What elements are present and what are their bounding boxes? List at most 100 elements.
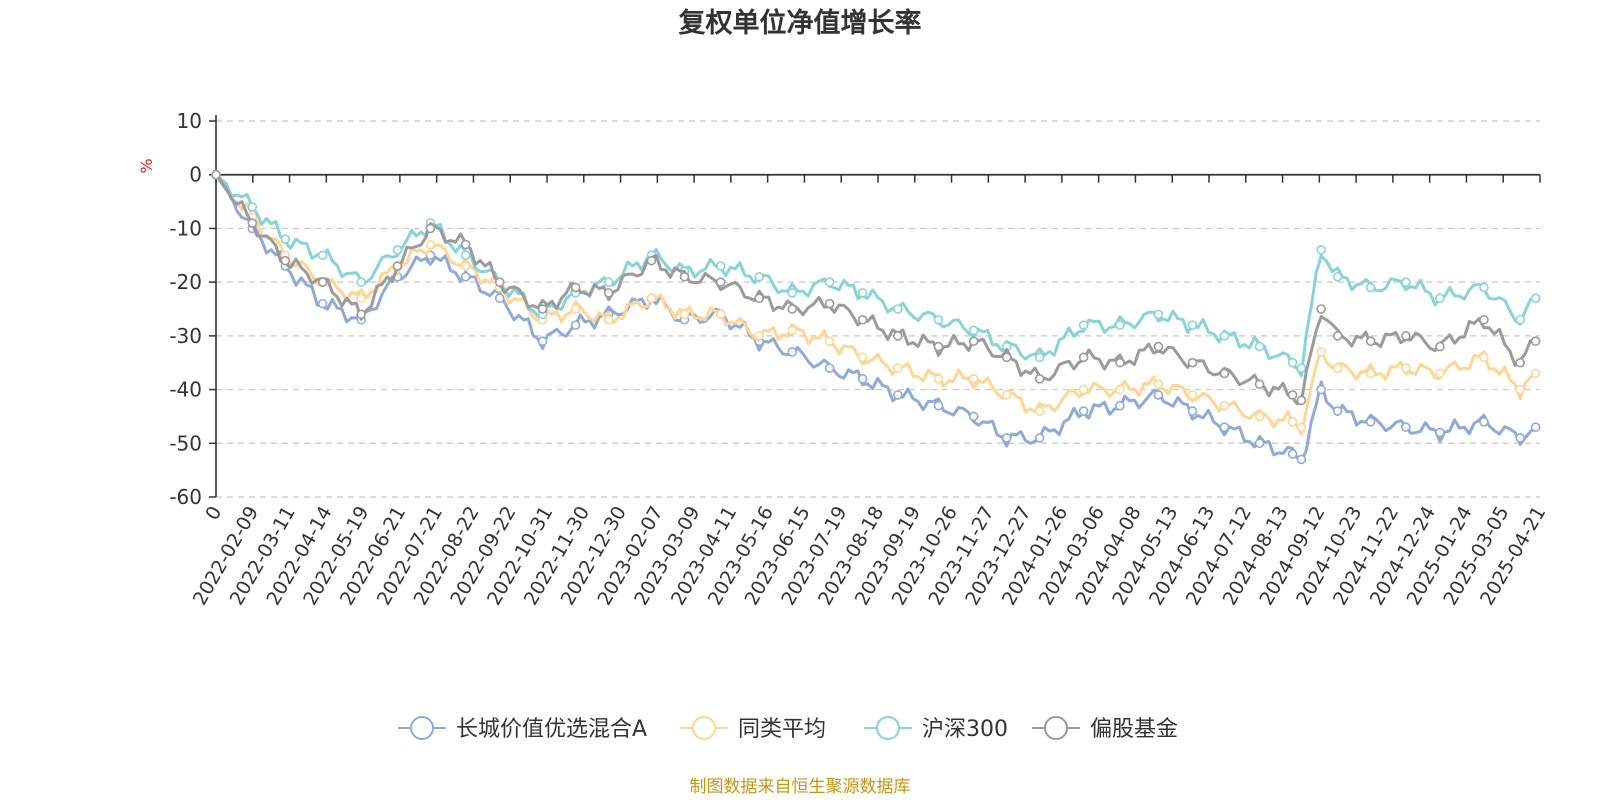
- data-point: [1332, 331, 1343, 341]
- legend-label: 长城价值优选混合A: [456, 717, 647, 742]
- data-point: [1254, 379, 1265, 390]
- data-point: [570, 320, 581, 330]
- data-point: [1435, 368, 1445, 379]
- series-lines: [211, 169, 1541, 465]
- data-point: [247, 218, 258, 228]
- data-point: [356, 293, 366, 304]
- data-point: [968, 374, 979, 384]
- data-point: [968, 336, 979, 347]
- data-point: [1530, 293, 1541, 304]
- data-point: [679, 271, 690, 282]
- data-point: [1219, 368, 1230, 379]
- data-point: [857, 352, 868, 363]
- y-tick-label: 10: [177, 109, 202, 133]
- series-line: [214, 173, 1537, 436]
- data-point: [1034, 406, 1045, 416]
- data-point: [824, 336, 835, 347]
- data-point: [1332, 363, 1343, 373]
- data-point: [280, 234, 291, 244]
- data-point: [1435, 427, 1445, 438]
- data-point: [1332, 271, 1343, 282]
- data-point: [460, 261, 471, 271]
- data-point: [933, 400, 944, 411]
- legend-marker: [692, 716, 716, 740]
- data-point: [715, 309, 726, 320]
- data-point: [824, 277, 835, 287]
- data-point: [1078, 384, 1089, 395]
- series-group: [211, 169, 1541, 378]
- data-point: [1332, 406, 1343, 416]
- series-line: [214, 173, 1536, 406]
- data-point: [1115, 320, 1125, 330]
- data-point: [1187, 320, 1198, 330]
- data-point: [968, 325, 979, 336]
- data-point: [1187, 406, 1198, 416]
- data-point: [787, 347, 798, 357]
- data-point: [1296, 454, 1307, 465]
- data-point: [570, 304, 581, 314]
- data-point: [460, 271, 471, 282]
- data-point: [1530, 368, 1541, 379]
- data-point: [824, 363, 835, 373]
- data-point: [392, 261, 403, 271]
- data-point: [494, 293, 505, 304]
- data-point: [356, 277, 366, 287]
- data-point: [1479, 282, 1489, 293]
- series-group: [211, 169, 1541, 406]
- data-point: [356, 309, 366, 320]
- data-point: [824, 298, 835, 309]
- data-point: [1296, 422, 1307, 432]
- y-tick-label: -60: [169, 485, 202, 509]
- data-point: [715, 261, 726, 271]
- data-point: [603, 277, 614, 287]
- legend-item[interactable]: 长城价值优选混合A: [398, 716, 647, 742]
- data-point: [1078, 320, 1089, 330]
- data-point: [933, 374, 944, 384]
- data-point: [1530, 336, 1541, 347]
- y-axis-ticks: 10 0 -10 -20 -30 -40 -50 -60: [169, 109, 216, 509]
- data-point: [1153, 341, 1164, 352]
- data-point: [247, 202, 258, 212]
- y-tick-label: -30: [169, 324, 202, 348]
- x-axis-ticks: 02022-02-092022-03-112022-04-142022-05-1…: [189, 174, 1550, 609]
- data-point: [679, 309, 690, 320]
- data-point: [1296, 395, 1307, 406]
- data-point: [1034, 433, 1045, 443]
- data-point: [754, 293, 765, 304]
- data-point: [1153, 390, 1164, 400]
- data-point: [1401, 277, 1411, 287]
- data-point: [1187, 390, 1198, 400]
- legend-item[interactable]: 偏股基金: [1032, 716, 1178, 742]
- y-tick-label: 0: [189, 163, 202, 187]
- data-point: [892, 304, 903, 314]
- series-line: [214, 173, 1537, 463]
- data-point: [1316, 384, 1326, 395]
- data-point: [460, 250, 471, 261]
- data-point: [603, 314, 614, 325]
- data-point: [1515, 357, 1526, 368]
- legend[interactable]: 长城价值优选混合A 同类平均 沪深300 偏股基金: [398, 716, 1178, 742]
- data-point: [392, 245, 403, 255]
- data-point: [1435, 341, 1445, 352]
- data-point: [1034, 374, 1045, 384]
- data-point: [892, 390, 903, 400]
- data-point: [1219, 331, 1230, 341]
- legend-marker: [876, 716, 900, 740]
- legend-item[interactable]: 同类平均: [680, 716, 826, 742]
- legend-item[interactable]: 沪深300: [864, 716, 1008, 742]
- data-point: [933, 314, 944, 325]
- data-point: [1316, 245, 1326, 255]
- data-point: [603, 288, 614, 298]
- data-point: [1316, 347, 1326, 357]
- y-tick-label: -40: [169, 378, 202, 402]
- data-point: [715, 277, 726, 287]
- data-point: [1515, 384, 1526, 395]
- data-point: [1515, 433, 1526, 443]
- series-line: [215, 173, 1536, 378]
- axes: [215, 115, 1540, 497]
- data-point: [857, 288, 868, 298]
- data-point: [892, 363, 903, 373]
- data-point: [1287, 416, 1298, 427]
- data-point: [1115, 384, 1125, 395]
- data-point: [1034, 352, 1045, 363]
